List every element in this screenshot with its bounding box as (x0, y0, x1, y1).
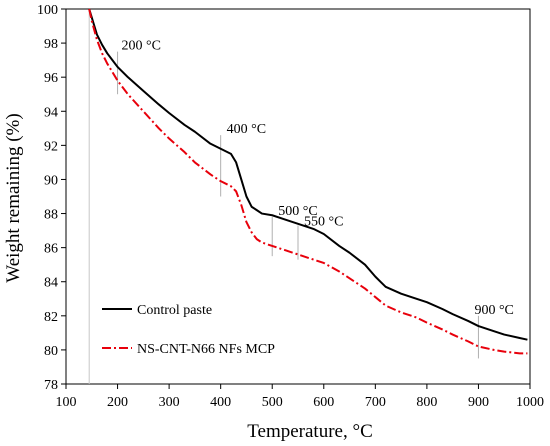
x-tick-label: 800 (416, 395, 437, 410)
annotation-label: 550 °C (304, 214, 343, 229)
legend-label: Control paste (137, 303, 212, 318)
plot-area-border (65, 8, 531, 385)
x-tick-label: 100 (56, 395, 77, 410)
series-line-2 (88, 8, 528, 355)
x-tick-label: 600 (313, 395, 334, 410)
y-axis-title: Weight remaining (%) (3, 113, 24, 282)
annotation-label: 200 °C (122, 39, 161, 54)
y-tick-label: 84 (44, 276, 58, 291)
annotation-label: 500 °C (278, 204, 317, 219)
y-tick-label: 80 (44, 344, 58, 359)
series-line-1 (88, 8, 528, 341)
x-tick-label: 700 (365, 395, 386, 410)
y-tick-label: 98 (44, 37, 58, 52)
x-tick-label: 300 (159, 395, 180, 410)
y-tick-label: 94 (44, 105, 58, 120)
y-tick-label: 92 (44, 139, 58, 154)
x-axis-ticks: 100 200 300 400 500 600 700 800 900 1000 (56, 384, 544, 410)
x-tick-label: 1000 (516, 395, 544, 410)
x-tick-label: 400 (210, 395, 231, 410)
legend-label: NS-CNT-N66 NFs MCP (137, 342, 275, 357)
y-tick-label: 96 (44, 71, 58, 86)
x-tick-label: 500 (262, 395, 283, 410)
x-tick-label: 200 (107, 395, 128, 410)
y-tick-label: 90 (44, 173, 58, 188)
legend: Control paste NS-CNT-N66 NFs MCP (102, 303, 275, 357)
y-tick-label: 78 (44, 378, 58, 393)
annotation-label: 900 °C (474, 303, 513, 318)
x-axis-title: Temperature, °C (247, 421, 373, 442)
plot-frame (65, 8, 531, 385)
y-tick-label: 88 (44, 208, 58, 223)
annotation-label: 400 °C (227, 122, 266, 137)
x-tick-label: 900 (468, 395, 489, 410)
y-tick-label: 100 (37, 3, 58, 18)
annotation-lines (88, 9, 479, 384)
series-layer (88, 8, 528, 355)
y-tick-label: 82 (44, 310, 58, 325)
y-tick-label: 86 (44, 242, 58, 257)
y-axis-ticks: 78 80 82 84 86 88 90 92 94 96 98 100 (37, 3, 66, 393)
